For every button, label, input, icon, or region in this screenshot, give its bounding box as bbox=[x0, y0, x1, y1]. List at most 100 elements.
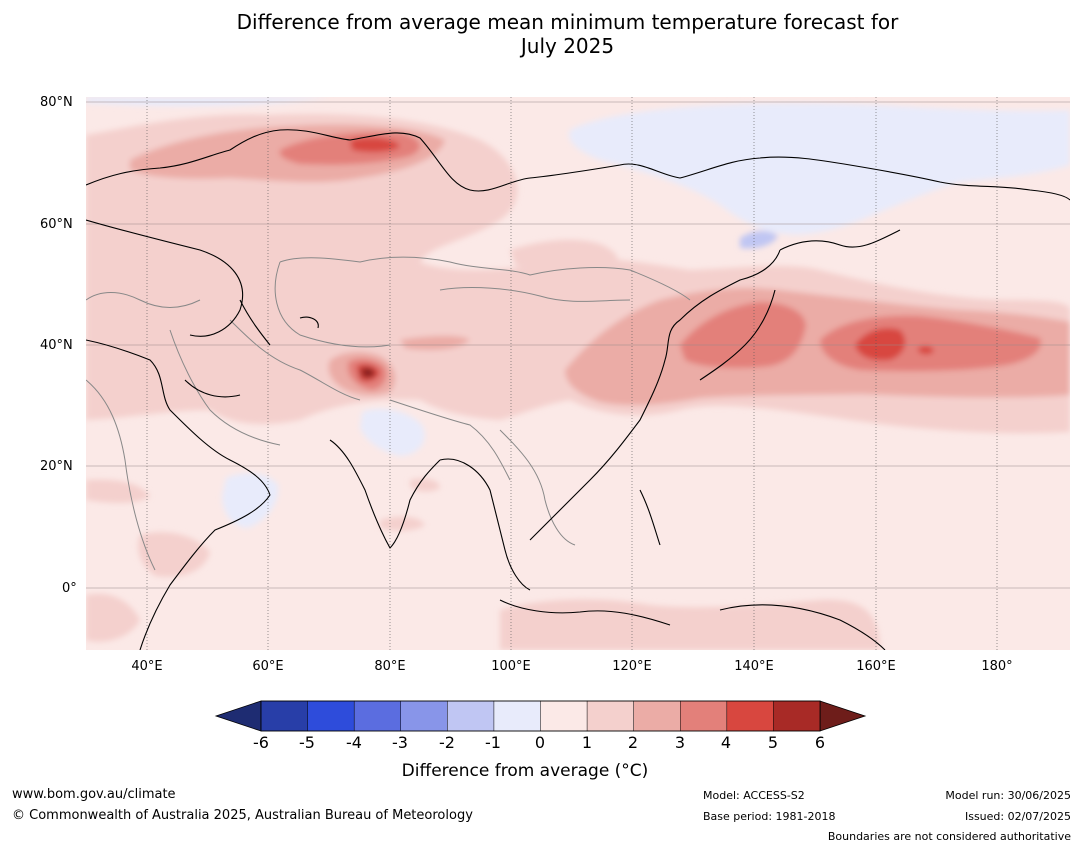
colorbar-cell bbox=[493, 700, 542, 732]
arabia-africa-coastline bbox=[86, 339, 271, 650]
colorbar-outline bbox=[260, 700, 821, 732]
base-period: Base period: 1981-2018 bbox=[703, 810, 836, 823]
colorbar-cell bbox=[586, 700, 635, 732]
colorbar-tick: 0 bbox=[534, 733, 546, 752]
africa-borders bbox=[86, 379, 156, 571]
okhotsk-coastline bbox=[779, 229, 901, 251]
cool-anomaly-india bbox=[360, 408, 425, 456]
issued-date: Issued: 02/07/2025 bbox=[964, 810, 1071, 823]
warm-anomaly-gt6-karakoram bbox=[365, 369, 372, 376]
colorbar-cell bbox=[400, 700, 448, 732]
colorbar-tick: 1 bbox=[581, 733, 593, 752]
india-coastline bbox=[329, 439, 441, 549]
website-link[interactable]: www.bom.gov.au/climate bbox=[12, 787, 176, 802]
colorbar-cell bbox=[680, 700, 728, 732]
colorbar-cell bbox=[540, 700, 588, 732]
colorbar-tick: -1 bbox=[485, 733, 501, 752]
colorbar-tick: -2 bbox=[439, 733, 455, 752]
mongolia-china-border bbox=[439, 287, 631, 302]
lat-label-20n: 20°N bbox=[40, 459, 73, 474]
japan-coastline bbox=[699, 289, 776, 381]
graticule-meridians bbox=[146, 97, 998, 650]
indonesia-coastline bbox=[499, 599, 671, 626]
colorbar-tick: -6 bbox=[253, 733, 269, 752]
colorbar-tick: 6 bbox=[814, 733, 826, 752]
coastlines bbox=[86, 129, 1070, 650]
colorbar-tick: 2 bbox=[627, 733, 639, 752]
colorbar-tick: 5 bbox=[767, 733, 779, 752]
colorbar-cell bbox=[307, 700, 355, 732]
colorbar-cell bbox=[726, 700, 774, 732]
warm-anomaly-1-2-somalia bbox=[138, 532, 210, 577]
cool-anomaly-arabia bbox=[222, 473, 279, 528]
colorbar-tick: -3 bbox=[392, 733, 408, 752]
lat-label-80n: 80°N bbox=[40, 95, 73, 110]
cool-anomaly-arctic bbox=[569, 103, 1070, 235]
colorbar-label: Difference from average (°C) bbox=[401, 761, 649, 781]
warm-anomaly-1-2-africa bbox=[86, 479, 150, 503]
colorbar-tick: 3 bbox=[674, 733, 686, 752]
arctic-coastline bbox=[86, 129, 1070, 201]
colorbar-cells bbox=[260, 700, 821, 732]
colorbar-low-extend bbox=[214, 700, 262, 732]
colorbar-tick: -5 bbox=[299, 733, 315, 752]
warm-anomaly-4-5-pacific-east bbox=[918, 345, 934, 355]
colorbar-tick: 4 bbox=[720, 733, 732, 752]
lat-label-0: 0° bbox=[62, 581, 77, 596]
warm-anomaly-1-2-maritime bbox=[500, 599, 880, 650]
warm-anomaly-2-3-north-pacific bbox=[565, 288, 1070, 406]
warm-anomaly-4-5-barents bbox=[350, 137, 400, 153]
boundaries-disclaimer: Boundaries are not considered authoritat… bbox=[827, 830, 1071, 843]
warm-anomaly-3-4-japan bbox=[680, 302, 806, 368]
new-guinea-coastline bbox=[719, 604, 886, 650]
lon-label-60e: 60°E bbox=[252, 659, 284, 674]
warm-anomaly-1-2-china-north bbox=[510, 239, 618, 275]
lon-label-180: 180° bbox=[981, 659, 1013, 674]
warm-anomaly-2-3-mongolia bbox=[400, 335, 470, 350]
east-asia-coastline bbox=[529, 249, 781, 541]
map-panel bbox=[86, 97, 1070, 650]
aral-coastline bbox=[299, 316, 319, 329]
colorbar-tick: -4 bbox=[346, 733, 362, 752]
colorbar-cell bbox=[447, 700, 495, 732]
colorbar-high-extend bbox=[819, 700, 867, 732]
europe-borders bbox=[86, 292, 201, 308]
colorbar bbox=[214, 700, 867, 732]
iran-afghanistan-border bbox=[229, 319, 361, 401]
caspian-coastline bbox=[239, 299, 271, 346]
lon-label-80e: 80°E bbox=[374, 659, 406, 674]
central-asia-border bbox=[274, 261, 391, 348]
colorbar-cell bbox=[633, 700, 681, 732]
copyright-text: © Commonwealth of Australia 2025, Austra… bbox=[12, 808, 473, 823]
lon-label-100e: 100°E bbox=[491, 659, 531, 674]
persian-gulf-coastline bbox=[184, 379, 241, 398]
middle-east-borders bbox=[169, 329, 281, 446]
warm-anomaly-1-2-bay-bengal bbox=[410, 478, 440, 492]
warm-anomaly-1-2-sw-corner bbox=[86, 593, 140, 642]
europe-coastline bbox=[86, 219, 244, 337]
lat-label-60n: 60°N bbox=[40, 217, 73, 232]
map-title: Difference from average mean minimum tem… bbox=[0, 10, 1081, 58]
colorbar-cell bbox=[260, 700, 309, 732]
model-name: Model: ACCESS-S2 bbox=[703, 789, 805, 802]
himalaya-border bbox=[389, 399, 511, 481]
lon-label-160e: 160°E bbox=[856, 659, 896, 674]
country-boundaries bbox=[86, 256, 691, 571]
kazakhstan-russia-mongolia-border bbox=[279, 256, 691, 301]
model-run-date: Model run: 30/06/2025 bbox=[945, 789, 1071, 802]
colorbar-cell bbox=[353, 700, 402, 732]
graticule-parallels bbox=[86, 101, 1070, 589]
title-line-1: Difference from average mean minimum tem… bbox=[236, 10, 899, 34]
bay-of-bengal-coastline bbox=[439, 458, 531, 591]
title-line-2: July 2025 bbox=[520, 34, 615, 58]
philippines-coastline bbox=[639, 489, 661, 546]
lon-label-140e: 140°E bbox=[734, 659, 774, 674]
lon-label-120e: 120°E bbox=[612, 659, 652, 674]
lon-label-40e: 40°E bbox=[131, 659, 163, 674]
lat-label-40n: 40°N bbox=[40, 338, 73, 353]
cool-anomaly-siberia-east bbox=[740, 230, 778, 249]
warm-anomaly-4-5-pacific bbox=[855, 328, 906, 361]
colorbar-cell bbox=[773, 700, 821, 732]
indochina-borders bbox=[499, 429, 576, 546]
